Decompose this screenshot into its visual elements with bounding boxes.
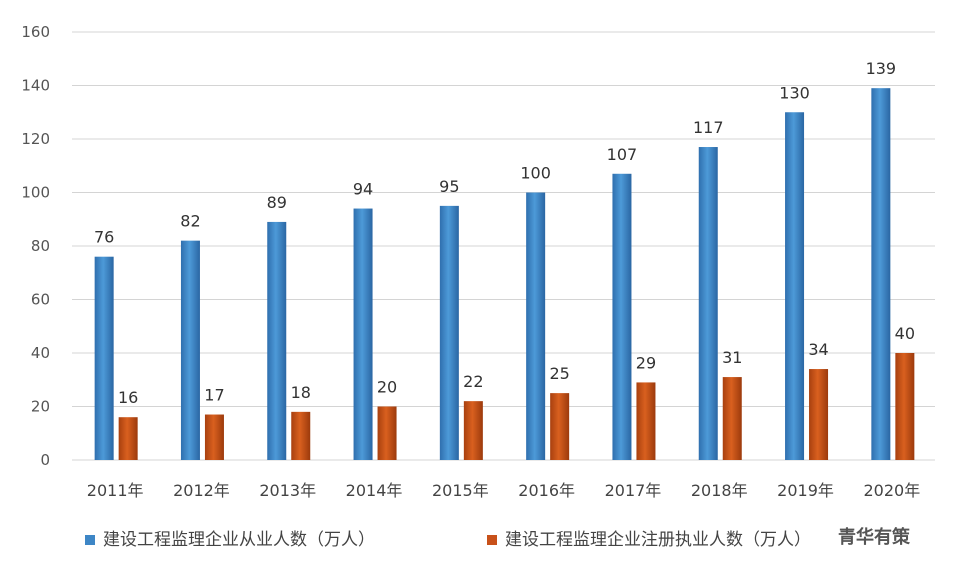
bar-employees-2011年: [94, 256, 114, 460]
bar-registered-2014年: [377, 406, 397, 460]
y-tick-label: 20: [31, 398, 50, 416]
data-label: 18: [291, 383, 311, 402]
bar-employees-2019年: [785, 112, 805, 460]
x-tick-label: 2016年: [518, 481, 575, 500]
x-tick-label: 2013年: [259, 481, 316, 500]
data-label: 94: [353, 180, 373, 199]
data-label: 89: [267, 193, 287, 212]
data-label: 17: [204, 386, 224, 405]
data-label: 107: [607, 145, 638, 164]
bar-registered-2020年: [895, 353, 915, 460]
data-label: 31: [722, 348, 742, 367]
x-tick-label: 2017年: [605, 481, 662, 500]
data-label: 20: [377, 378, 397, 397]
x-tick-label: 2020年: [863, 481, 920, 500]
data-label: 139: [866, 59, 897, 78]
bar-employees-2017年: [612, 173, 632, 460]
x-tick-label: 2014年: [346, 481, 403, 500]
legend-swatch: [85, 535, 95, 545]
bar-registered-2015年: [463, 401, 483, 460]
y-tick-label: 140: [21, 77, 50, 95]
x-tick-label: 2015年: [432, 481, 489, 500]
bar-registered-2018年: [722, 377, 742, 460]
y-tick-label: 120: [21, 130, 50, 148]
y-tick-label: 0: [40, 451, 50, 469]
data-label: 82: [180, 212, 200, 231]
bar-employees-2020年: [871, 88, 891, 461]
bar-registered-2019年: [809, 369, 829, 460]
x-tick-label: 2019年: [777, 481, 834, 500]
bar-registered-2017年: [636, 382, 656, 460]
bar-employees-2013年: [267, 221, 287, 460]
data-label: 16: [118, 388, 138, 407]
x-tick-label: 2018年: [691, 481, 748, 500]
legend-swatch: [487, 535, 497, 545]
x-tick-label: 2011年: [87, 481, 144, 500]
watermark: 青华有策: [838, 526, 911, 548]
data-label: 40: [895, 324, 915, 343]
x-axis: 2011年 2012年 2013年 2014年 2015年 2016年 2017年 2018年…: [87, 481, 920, 500]
bar-registered-2011年: [118, 417, 138, 460]
y-tick-label: 100: [21, 184, 50, 202]
data-label: 34: [808, 340, 828, 359]
y-tick-label: 40: [31, 344, 50, 362]
data-label: 25: [549, 364, 569, 383]
gridlines: [72, 31, 935, 461]
bar-employees-2016年: [526, 192, 546, 460]
data-label: 130: [779, 83, 810, 102]
data-label: 76: [94, 228, 114, 247]
bar-registered-2012年: [204, 414, 224, 460]
x-tick-label: 2012年: [173, 481, 230, 500]
bar-registered-2013年: [291, 411, 311, 460]
y-tick-label: 160: [21, 23, 50, 41]
bar-employees-2012年: [180, 240, 200, 460]
data-label: 22: [463, 372, 483, 391]
bar-employees-2015年: [439, 205, 459, 460]
data-label: 29: [636, 353, 656, 372]
legend: 建设工程监理企业从业人数（万人） 建设工程监理企业注册执业人数（万人）: [85, 530, 811, 550]
y-tick-label: 80: [31, 237, 50, 255]
bar-registered-2016年: [550, 393, 570, 460]
bar-employees-2018年: [698, 147, 718, 460]
bars: 76 16 82 17 89 18 94 20 95 22 100 25 107 29 117 31 130 34…: [94, 59, 915, 461]
legend-label: 建设工程监理企业注册执业人数（万人）: [505, 530, 811, 550]
y-tick-label: 60: [31, 291, 50, 309]
data-label: 117: [693, 118, 724, 137]
bar-employees-2014年: [353, 208, 373, 460]
legend-label: 建设工程监理企业从业人数（万人）: [103, 530, 375, 550]
data-label: 100: [520, 164, 551, 183]
data-label: 95: [439, 177, 459, 196]
y-axis: 0 20 40 60 80 100 120 140 160: [21, 23, 50, 469]
